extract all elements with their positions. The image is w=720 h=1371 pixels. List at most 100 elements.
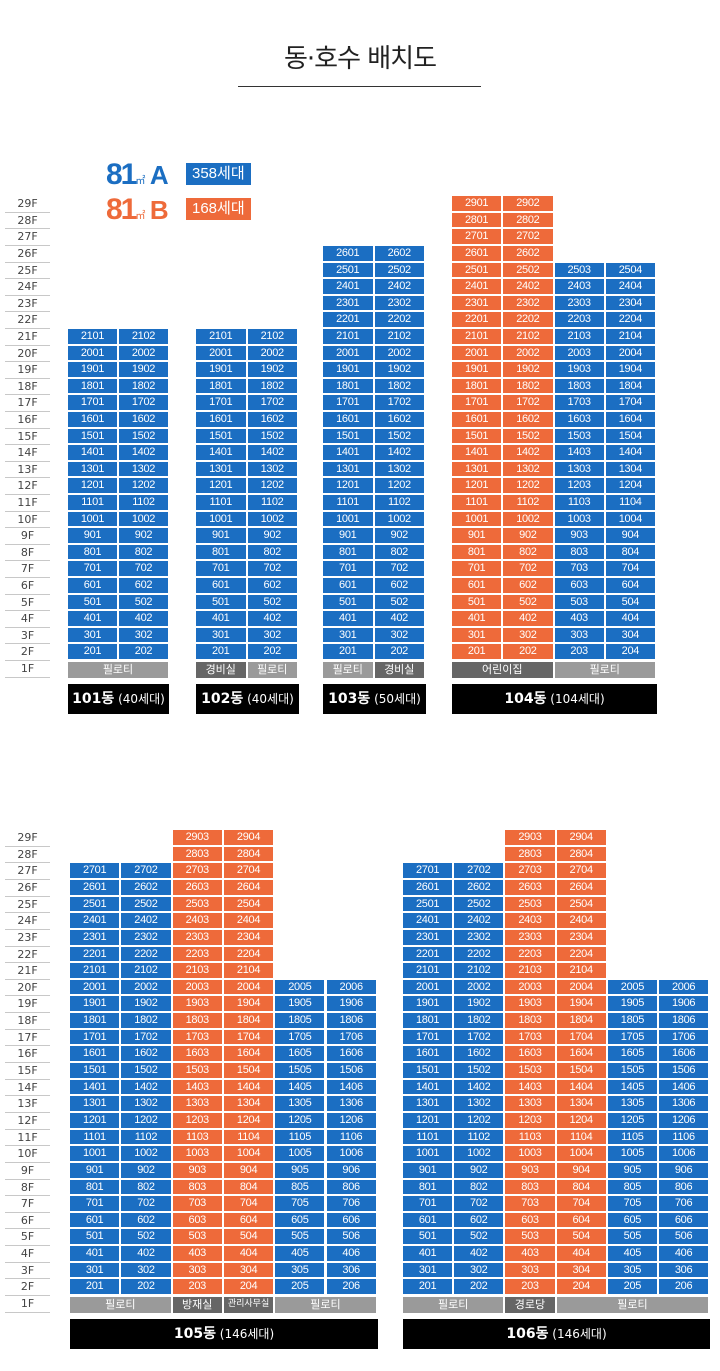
unit-cell: 1801	[68, 378, 119, 396]
unit-cell: 1303	[505, 1096, 557, 1113]
floor-label: 12F	[5, 478, 50, 495]
floor-label: 15F	[5, 429, 50, 446]
unit-cell: 2701	[70, 863, 122, 880]
unit-cell: 501	[403, 1229, 455, 1247]
unit-cell: 1502	[454, 1063, 506, 1080]
unit-cell: 503	[172, 1229, 224, 1247]
unit-cell: 801	[68, 544, 119, 562]
unit-cell: 1703	[172, 1029, 224, 1047]
facility-block: 관리사무실	[223, 1297, 276, 1313]
floor-label: 25F	[5, 263, 50, 280]
unit-cell: 1104	[605, 495, 657, 512]
unit-cell: 1704	[223, 1029, 276, 1047]
unit-cell: 1406	[659, 1079, 711, 1097]
unit-cell: 1606	[326, 1046, 378, 1064]
unit-cell: 1006	[326, 1146, 378, 1163]
unit-cell: 2201	[452, 312, 504, 329]
floor-label: 18F	[5, 1013, 50, 1030]
floor-label: 27F	[5, 863, 50, 880]
unit-cell: 205	[607, 1279, 659, 1296]
unit-cell: 2102	[454, 963, 506, 980]
unit-cell: 2401	[323, 279, 375, 296]
unit-cell: 1106	[326, 1129, 378, 1147]
unit-cell: 202	[503, 644, 555, 661]
unit-cell: 2602	[374, 246, 426, 263]
unit-cell: 2704	[556, 863, 608, 880]
unit-cell: 2503	[505, 896, 557, 914]
unit-cell: 502	[503, 594, 555, 612]
unit-cell: 2204	[556, 946, 608, 964]
building-label: 102동 (40세대)	[196, 684, 299, 714]
unit-cell: 1901	[196, 362, 248, 379]
unit-cell: 1602	[374, 412, 426, 429]
unit-cell: 2601	[403, 880, 455, 897]
unit-cell: 2301	[323, 295, 375, 313]
unit-cell: 1003	[554, 511, 606, 529]
unit-cell: 2704	[223, 863, 276, 880]
unit-cell: 1201	[403, 1112, 455, 1130]
unit-cell: 1406	[326, 1079, 378, 1097]
unit-cell: 2302	[121, 929, 173, 947]
title-divider	[238, 86, 481, 87]
unit-cell: 702	[247, 561, 299, 578]
unit-cell: 1204	[223, 1112, 276, 1130]
unit-cell: 2204	[605, 312, 657, 329]
unit-cell: 501	[452, 594, 504, 612]
unit-cell: 505	[275, 1229, 327, 1247]
unit-cell: 2601	[452, 246, 504, 263]
unit-cell: 1505	[275, 1063, 327, 1080]
unit-cell: 2501	[452, 262, 504, 280]
unit-cell: 2001	[68, 345, 119, 363]
unit-cell: 704	[605, 561, 657, 578]
facility-block: 경로당	[505, 1297, 557, 1313]
unit-cell: 1802	[119, 378, 170, 396]
unit-cell: 901	[403, 1162, 455, 1180]
unit-cell: 1702	[247, 395, 299, 412]
building-household-count: (50세대)	[370, 692, 421, 706]
unit-cell: 2006	[659, 979, 711, 997]
unit-cell: 801	[403, 1179, 455, 1197]
unit-cell: 1106	[659, 1129, 711, 1147]
unit-cell: 504	[223, 1229, 276, 1247]
unit-cell: 1401	[70, 1079, 122, 1097]
unit-cell: 401	[70, 1246, 122, 1263]
floor-label: 13F	[5, 462, 50, 479]
floor-label: 9F	[5, 528, 50, 545]
unit-cell: 902	[119, 528, 170, 545]
unit-cell: 2403	[554, 279, 606, 296]
unit-cell: 1001	[323, 511, 375, 529]
legend-unit: ㎡	[135, 211, 146, 222]
unit-cell: 2201	[70, 946, 122, 964]
unit-cell: 1202	[503, 478, 555, 495]
unit-cell: 1304	[605, 461, 657, 479]
unit-cell: 1303	[554, 461, 606, 479]
building-household-count: (146세대)	[215, 1327, 275, 1341]
unit-cell: 1203	[172, 1112, 224, 1130]
unit-cell: 505	[607, 1229, 659, 1247]
unit-cell: 903	[172, 1162, 224, 1180]
unit-cell: 401	[323, 611, 375, 628]
unit-cell: 202	[454, 1279, 506, 1296]
unit-cell: 2402	[503, 279, 555, 296]
unit-cell: 1903	[172, 996, 224, 1014]
unit-cell: 1006	[659, 1146, 711, 1163]
unit-cell: 1201	[70, 1112, 122, 1130]
unit-cell: 2401	[403, 913, 455, 930]
unit-cell: 605	[607, 1212, 659, 1230]
unit-cell: 2504	[605, 262, 657, 280]
unit-cell: 602	[119, 578, 170, 595]
unit-cell: 2103	[172, 963, 224, 980]
floor-label: 19F	[5, 362, 50, 379]
unit-cell: 1104	[556, 1129, 608, 1147]
unit-cell: 805	[607, 1179, 659, 1197]
unit-cell: 1501	[70, 1063, 122, 1080]
unit-cell: 1901	[70, 996, 122, 1014]
facility-block: 어린이집	[452, 662, 555, 678]
unit-cell: 1405	[607, 1079, 659, 1097]
unit-cell: 2006	[326, 979, 378, 997]
unit-cell: 201	[68, 644, 119, 661]
unit-cell: 601	[196, 578, 248, 595]
unit-cell: 1902	[454, 996, 506, 1014]
unit-cell: 1602	[503, 412, 555, 429]
floor-label: 9F	[5, 1163, 50, 1180]
